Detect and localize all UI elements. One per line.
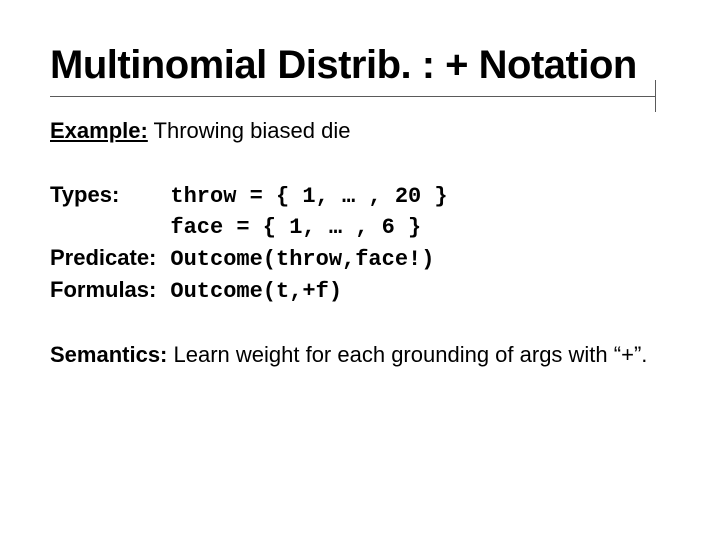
predicate-row: Predicate: Outcome(throw,face!)	[50, 243, 448, 275]
semantics-label: Semantics:	[50, 342, 167, 367]
formulas-label: Formulas:	[50, 275, 170, 307]
formulas-row: Formulas: Outcome(t,+f)	[50, 275, 448, 307]
example-label: Example:	[50, 118, 148, 143]
types-value: throw = { 1, … , 20 } face = { 1, … , 6 …	[170, 180, 447, 243]
predicate-label: Predicate:	[50, 243, 170, 275]
example-line: Example: Throwing biased die	[50, 116, 670, 146]
slide: Multinomial Distrib. : + Notation Exampl…	[0, 0, 720, 540]
slide-body: Example: Throwing biased die Types: thro…	[50, 116, 670, 370]
predicate-value: Outcome(throw,face!)	[170, 243, 447, 275]
predicate-line: Outcome(throw,face!)	[170, 247, 434, 272]
title-block: Multinomial Distrib. : + Notation	[50, 44, 670, 86]
semantics-line: Semantics: Learn weight for each groundi…	[50, 340, 670, 370]
formulas-value: Outcome(t,+f)	[170, 275, 447, 307]
definitions-table: Types: throw = { 1, … , 20 } face = { 1,…	[50, 180, 448, 307]
types-label: Types:	[50, 180, 170, 243]
example-text: Throwing biased die	[148, 118, 351, 143]
title-underline-rule	[50, 96, 656, 97]
slide-title: Multinomial Distrib. : + Notation	[50, 44, 670, 86]
semantics-text: Learn weight for each grounding of args …	[167, 342, 647, 367]
formulas-line: Outcome(t,+f)	[170, 279, 342, 304]
title-tick-mark	[655, 80, 656, 112]
types-line1: throw = { 1, … , 20 }	[170, 184, 447, 209]
types-line2: face = { 1, … , 6 }	[170, 215, 421, 240]
types-row: Types: throw = { 1, … , 20 } face = { 1,…	[50, 180, 448, 243]
